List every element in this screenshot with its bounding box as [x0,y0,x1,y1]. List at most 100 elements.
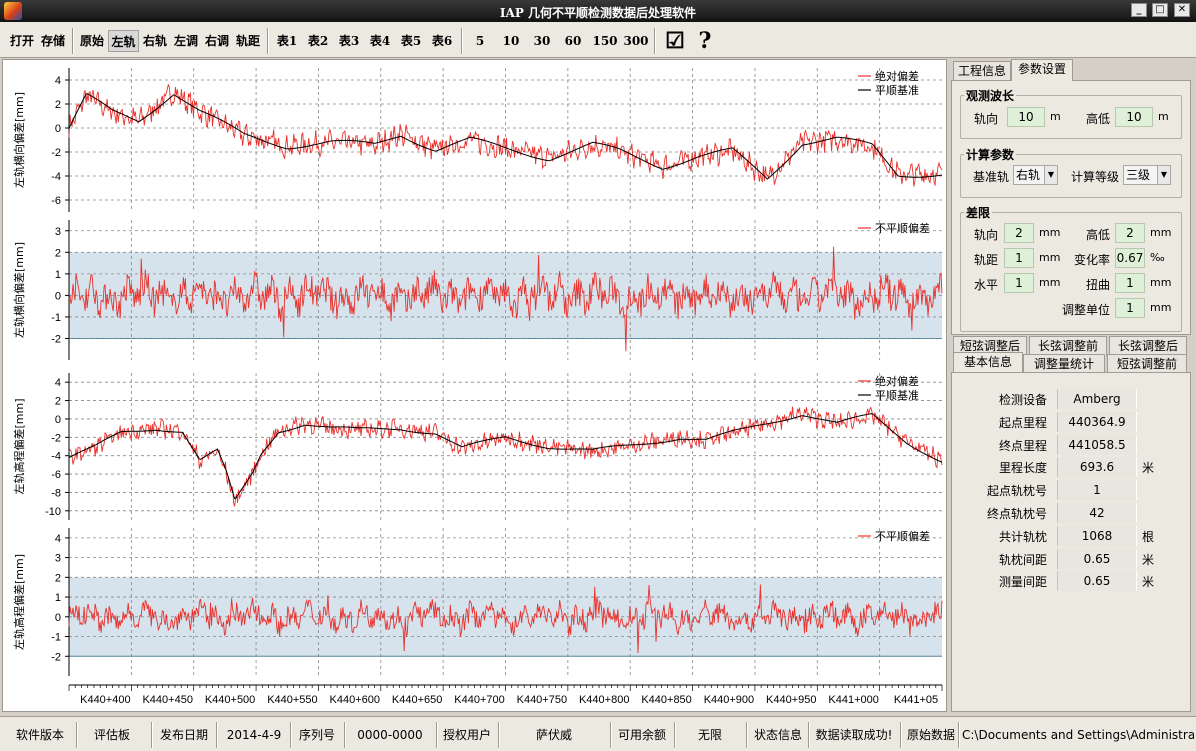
basic-info-value: 693.6 [1057,457,1137,478]
tol-twist-input[interactable]: 1 [1115,273,1145,293]
tab-short-chord-after[interactable]: 短弦调整后 [953,336,1027,356]
base-rail-select[interactable]: 右轨 ▼ [1013,165,1058,185]
close-button[interactable]: ✕ [1174,3,1190,17]
tab-short-chord-before[interactable]: 短弦调整前 [1107,354,1187,374]
view-right-adjust-button[interactable]: 右调 [204,34,229,48]
tol-twist-unit: mm [1150,276,1172,289]
status-separator [436,722,438,748]
tol-height-input[interactable]: 2 [1115,223,1145,243]
y-tick-label: -10 [45,506,61,518]
basic-info-unit: 米 [1142,552,1155,567]
scale-30-button[interactable]: 30 [533,34,551,48]
scale-300-button[interactable]: 300 [623,34,649,48]
tol-change-rate-input[interactable]: 0.67 [1115,248,1145,268]
scale-10-button[interactable]: 10 [502,34,520,48]
table3-button[interactable]: 表3 [338,34,360,48]
tab-adjust-stats[interactable]: 调整量统计 [1023,354,1105,374]
series-line-2-0 [68,406,943,507]
y-tick-label: 4 [55,75,61,87]
calc-grade-select[interactable]: 三级 ▼ [1123,165,1171,185]
y-tick-label: -6 [51,469,61,481]
legend-label: 绝对偏差 [875,69,919,83]
toolbar-separator [654,28,656,54]
table6-button[interactable]: 表6 [431,34,453,48]
basic-info-value: 1068 [1057,525,1137,546]
legend-label: 不平顺偏差 [875,529,930,543]
series-line-2-1 [68,413,943,500]
y-axis-label: 左轨高程偏差[mm] [12,398,26,494]
y-tick-label: 1 [55,592,61,604]
x-tick-label: K440+950 [766,694,816,706]
tol-rail-dir-label: 轨向 [973,228,998,242]
basic-info-label: 起点里程 [998,415,1047,430]
scale-60-button[interactable]: 60 [564,34,582,48]
tol-adjust-unit-input[interactable]: 1 [1115,298,1145,318]
tab-long-chord-before[interactable]: 长弦调整前 [1029,336,1107,356]
status-separator [808,722,810,748]
minimize-button[interactable]: _ [1131,3,1147,17]
status-separator [498,722,500,748]
save-button[interactable]: 存储 [40,34,65,48]
table5-button[interactable]: 表5 [400,34,422,48]
y-tick-label: 2 [55,396,61,408]
charts-svg: 420-2-4-6左轨横向偏差[mm]绝对偏差平顺基准3210-1-2左轨横向偏… [12,68,943,706]
basic-info-label: 轨枕间距 [998,552,1047,567]
basic-info-label: 检测设备 [998,393,1047,407]
maximize-button[interactable]: □ [1152,3,1168,17]
y-tick-label: -1 [51,312,61,324]
x-tick-label: K441+000 [828,694,878,706]
basic-info-value: Amberg [1057,389,1137,409]
view-gauge-button[interactable]: 轨距 [235,34,260,48]
x-tick-label: K441+05 [894,694,938,706]
y-tick-label: 4 [55,533,61,545]
scale-150-button[interactable]: 150 [592,34,618,48]
open-button[interactable]: 打开 [9,34,34,48]
tol-change-rate-unit: ‰ [1150,251,1165,264]
right-panel: 工程信息 参数设置 观测波长 轨向 10 m 高低 10 m 计算参数 基准轨 … [949,59,1196,712]
checkbox-check-icon[interactable]: ☑ [665,28,685,54]
tol-rail-dir-input[interactable]: 2 [1004,223,1034,243]
status-licensed-user-value: 萨伏威 [535,728,572,742]
y-tick-label: -2 [51,651,61,663]
x-tick-label: K440+750 [517,694,567,706]
wavelength-group [960,95,1182,139]
status-licensed-user-label: 授权用户 [442,728,491,742]
toolbar: 打开 存储 原始 左轨 右轨 左调 右调 轨距 表1 表2 表3 表4 表5 表… [0,22,1196,58]
y-tick-label: 0 [55,290,61,302]
tab-basic-info[interactable]: 基本信息 [953,352,1023,372]
table2-button[interactable]: 表2 [307,34,329,48]
x-tick-label: K440+800 [579,694,629,706]
view-right-rail-button[interactable]: 右轨 [142,34,167,48]
base-rail-label: 基准轨 [972,170,1009,184]
view-original-button[interactable]: 原始 [79,34,104,48]
tol-height-label: 高低 [1085,228,1110,242]
view-left-adjust-button[interactable]: 左调 [173,34,198,48]
basic-info-label: 起点轨枕号 [986,484,1047,499]
legend-label: 不平顺偏差 [875,221,930,235]
basic-info-label: 终点里程 [998,438,1047,453]
tab-long-chord-after[interactable]: 长弦调整后 [1109,336,1187,356]
status-separator [216,722,218,748]
table1-button[interactable]: 表1 [276,34,298,48]
tol-height-unit: mm [1150,226,1172,239]
tab-project-info[interactable]: 工程信息 [953,61,1011,81]
y-tick-label: -1 [51,632,61,644]
table4-button[interactable]: 表4 [369,34,391,48]
legend-label: 绝对偏差 [875,374,919,388]
help-icon[interactable]: ? [698,28,712,54]
tol-level-unit: mm [1039,276,1061,289]
tol-gauge-input[interactable]: 1 [1004,248,1034,268]
y-tick-label: -4 [51,171,61,183]
scale-5-button[interactable]: 5 [475,34,485,48]
status-separator [76,722,78,748]
wavelength-rail-dir-input[interactable]: 10 [1007,107,1045,127]
wavelength-rail-dir-unit: m [1050,110,1061,123]
y-tick-label: 2 [55,572,61,584]
y-tick-label: -8 [51,487,61,499]
wavelength-height-input[interactable]: 10 [1115,107,1153,127]
status-separator [900,722,902,748]
view-left-rail-button[interactable]: 左轨 [108,30,139,52]
calc-params-group [960,154,1182,198]
tol-level-input[interactable]: 1 [1004,273,1034,293]
tab-parameter-settings[interactable]: 参数设置 [1011,59,1073,81]
